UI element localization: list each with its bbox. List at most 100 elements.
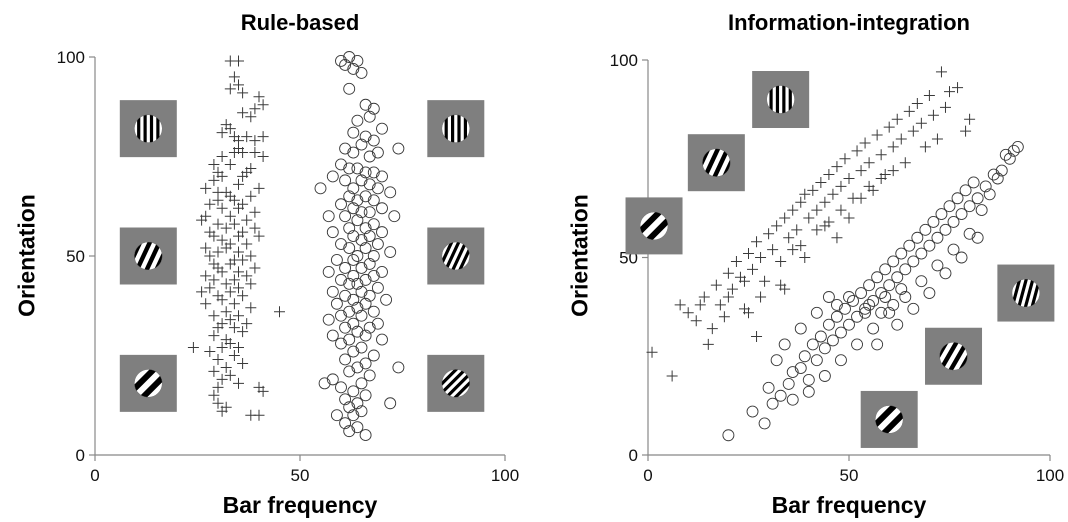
circle-point xyxy=(376,202,388,215)
circle-point xyxy=(392,142,405,155)
circle-point xyxy=(343,222,356,235)
y-tick-label: 0 xyxy=(76,446,85,465)
panel-2-xlabel: Bar frequency xyxy=(771,492,927,518)
circle-point xyxy=(871,271,884,284)
circle-point xyxy=(343,365,356,378)
stimulus-thumbnail xyxy=(997,264,1055,322)
panel-1-title: Rule-based xyxy=(240,10,360,35)
circle-point xyxy=(347,202,360,215)
circle-point xyxy=(875,287,888,299)
plus-point xyxy=(795,240,807,252)
plus-point xyxy=(216,170,228,182)
plus-point xyxy=(249,206,261,218)
plus-point xyxy=(237,290,249,302)
plus-point xyxy=(927,109,939,121)
circle-point xyxy=(355,341,368,354)
circle-point xyxy=(343,305,356,318)
circle-point xyxy=(343,333,356,346)
panel-2-title: Information-integration xyxy=(728,10,970,35)
circle-point xyxy=(367,305,380,318)
circle-point xyxy=(359,273,372,286)
circle-point xyxy=(814,330,827,343)
grating-icon xyxy=(134,369,163,398)
circle-point xyxy=(899,291,912,303)
stimulus-thumbnail xyxy=(752,71,810,128)
circle-point xyxy=(335,381,347,394)
circle-point xyxy=(384,186,397,199)
plus-point xyxy=(212,322,224,334)
circle-point xyxy=(359,190,372,203)
circle-point xyxy=(999,148,1012,161)
plus-point xyxy=(233,342,244,354)
plus-point xyxy=(779,212,791,224)
circle-point xyxy=(887,255,900,268)
plus-point xyxy=(241,238,253,250)
plus-point xyxy=(811,224,823,236)
plus-point xyxy=(216,151,228,162)
plus-point xyxy=(220,306,232,318)
plus-point xyxy=(875,149,887,161)
circle-point xyxy=(335,158,347,171)
circle-point xyxy=(927,215,940,228)
plus-point xyxy=(738,275,750,287)
circle-point xyxy=(891,271,904,284)
plus-point xyxy=(771,220,783,232)
circle-point xyxy=(339,393,352,406)
circle-point xyxy=(351,277,364,290)
circle-point xyxy=(355,206,368,219)
plus-point xyxy=(233,282,244,294)
plus-point xyxy=(253,409,265,421)
circle-point xyxy=(951,192,964,205)
plus-point xyxy=(722,291,734,303)
plus-point xyxy=(690,315,702,327)
circle-point xyxy=(839,302,851,315)
circle-point xyxy=(343,401,356,414)
circle-point xyxy=(343,190,356,203)
y-tick-label: 100 xyxy=(610,51,638,70)
plus-point xyxy=(228,218,240,230)
plus-point xyxy=(253,182,265,194)
plus-point xyxy=(743,248,754,260)
circle-point xyxy=(1011,140,1024,153)
circle-point xyxy=(802,385,815,398)
circle-point xyxy=(355,138,368,151)
circle-point xyxy=(786,366,799,378)
plus-point xyxy=(722,267,734,279)
circle-point xyxy=(967,176,980,189)
plus-point xyxy=(228,274,240,286)
circle-point xyxy=(774,389,787,402)
plus-point xyxy=(212,194,224,206)
circle-point xyxy=(339,353,352,366)
plus-point xyxy=(819,220,831,232)
plus-point xyxy=(819,196,831,208)
plus-point xyxy=(702,338,714,350)
circle-point xyxy=(322,210,335,223)
circle-point xyxy=(907,302,920,315)
plus-point xyxy=(237,147,249,159)
stimulus-thumbnail xyxy=(860,390,918,448)
plus-point xyxy=(220,242,232,254)
circle-point xyxy=(963,227,976,240)
circle-point xyxy=(376,265,388,278)
plus-point xyxy=(775,255,787,267)
circle-point xyxy=(371,146,384,159)
circle-point xyxy=(355,261,368,274)
circle-point xyxy=(367,269,380,282)
plus-point xyxy=(245,302,257,314)
circle-point xyxy=(883,279,896,292)
plus-point xyxy=(237,87,249,99)
plus-point xyxy=(855,165,867,177)
plus-point xyxy=(237,170,249,182)
circle-point xyxy=(343,51,356,63)
circle-point xyxy=(335,238,347,251)
stimulus-thumbnail xyxy=(119,227,177,285)
circle-point xyxy=(895,283,908,296)
plus-point xyxy=(730,255,742,267)
y-tick-label: 50 xyxy=(66,247,85,266)
plus-point xyxy=(233,178,244,190)
circle-point xyxy=(371,238,384,251)
circle-point xyxy=(326,373,339,386)
plus-point xyxy=(923,90,935,102)
circle-point xyxy=(826,334,839,347)
circle-point xyxy=(330,409,343,422)
